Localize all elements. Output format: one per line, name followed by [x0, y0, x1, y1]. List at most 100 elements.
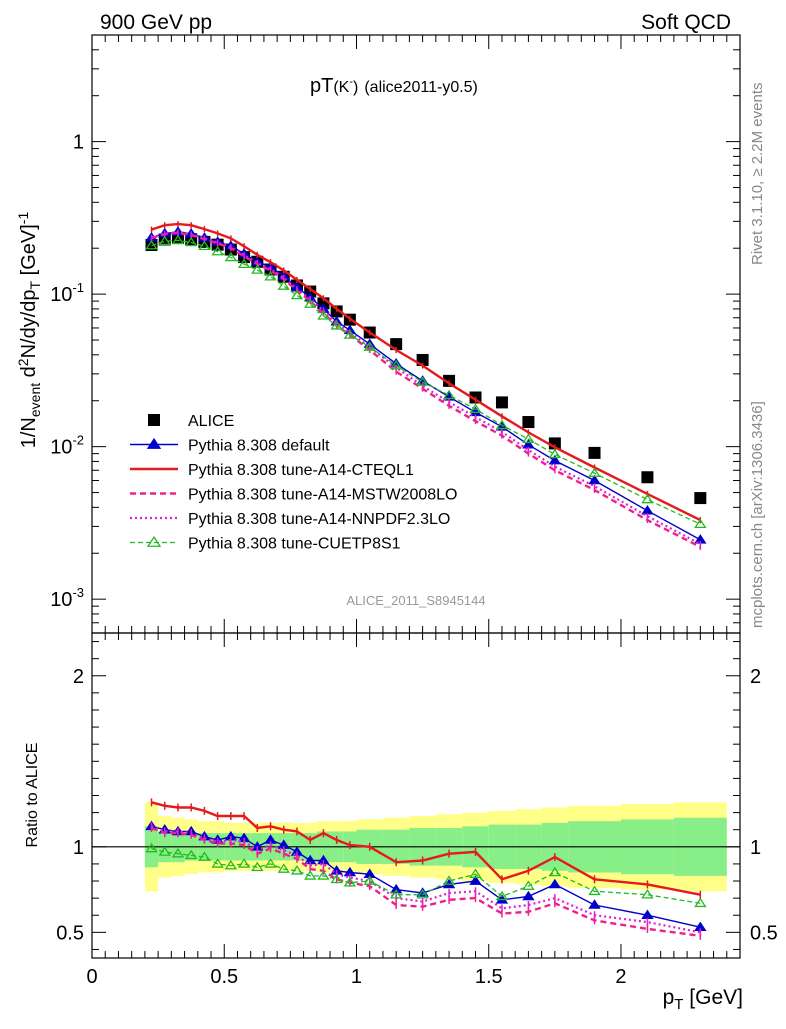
main-panel: 10-3 10-2 10-1 1 [50, 34, 741, 634]
ratio-ytick-label-right: 2 [750, 666, 761, 688]
analysis-watermark: ALICE_2011_S8945144 [346, 593, 485, 608]
ratio-marker-cuetp8s1 [469, 868, 482, 878]
alice-data-point [641, 471, 654, 484]
ratio-marker-cuetp8s1 [416, 889, 429, 899]
ratio-marker-cuetp8s1 [694, 897, 707, 908]
alice-data-point [694, 492, 707, 505]
plot-title: pT(K-) (alice2011-y0.5) [310, 75, 478, 97]
marker-cuetp8s1 [495, 419, 509, 430]
marker-cuetp8s1 [251, 264, 264, 274]
legend: ALICE Pythia 8.308 default Pythia 8.308 tu… [130, 413, 457, 553]
ratio-ytick-label: 1 [73, 837, 84, 859]
header-right: Soft QCD [641, 11, 731, 34]
header-left: 900 GeV pp [100, 11, 212, 34]
ratio-marker-cuetp8s1 [495, 890, 509, 901]
ratio-marker-cuetp8s1 [548, 866, 562, 877]
ratio-marker-cuetp8s1 [264, 858, 277, 868]
legend-label: Pythia 8.308 tune-A14-MSTW2008LO [188, 487, 457, 504]
ratio-marker-cuetp8s1 [184, 849, 198, 860]
x-axis-label: pT [GeV] [663, 986, 743, 1013]
marker-cuetp8s1 [198, 240, 211, 251]
ratio-marker-cuetp8s1 [304, 870, 317, 880]
ratio-marker-cuetp8s1 [588, 885, 601, 896]
alice-data-point [522, 416, 535, 429]
marker-cuetp8s1 [343, 329, 357, 339]
marker-default [641, 505, 654, 515]
main-ytick-label: 10-1 [50, 280, 84, 306]
rivet-label: Rivet 3.1.10, ≥ 2.2M events [749, 83, 766, 266]
ratio-xtick-label: 2 [615, 966, 626, 988]
ratio-marker-cuetp8s1 [522, 880, 535, 890]
legend-marker-alice [148, 414, 160, 426]
legend-label: Pythia 8.308 tune-A14-NNPDF2.3LO [188, 511, 450, 528]
legend-label: Pythia 8.308 tune-CUETP8S1 [188, 536, 401, 553]
legend-label: Pythia 8.308 tune-A14-CTEQL1 [188, 462, 414, 479]
ratio-marker-cuetp8s1 [158, 846, 171, 856]
ratio-xtick-label: 1.5 [475, 966, 503, 988]
legend-marker-default [146, 437, 162, 449]
marker-cuetp8s1 [317, 310, 330, 320]
marker-cuetp8s1 [304, 298, 317, 308]
marker-cuetp8s1 [171, 234, 185, 245]
ratio-marker-cuetp8s1 [224, 859, 238, 870]
marker-cuetp8s1 [389, 359, 403, 370]
mcplots-label: mcplots.cern.ch [arXiv:1306.3436] [749, 401, 766, 628]
marker-cuetp8s1 [548, 448, 562, 459]
main-ytick-label: 1 [73, 132, 84, 154]
marker-cuetp8s1 [184, 236, 198, 247]
marker-default [588, 474, 601, 485]
ratio-marker-cuetp8s1 [145, 842, 158, 853]
ratio-marker-cuetp8s1 [171, 847, 185, 858]
alice-data-point [495, 396, 508, 409]
alice-data-point [588, 446, 601, 459]
marker-cuetp8s1 [442, 389, 456, 400]
ratio-marker-cuetp8s1 [237, 858, 251, 868]
marker-cuetp8s1 [211, 245, 224, 256]
ratio-panel: 0 0.5 1 1.5 20.5 0.51 12 2 [56, 632, 778, 988]
marker-cuetp8s1 [277, 280, 290, 290]
marker-cuetp8s1 [363, 341, 376, 351]
main-ylabel: 1/Nevent d2N/dy/dpT [GeV]-1 [15, 212, 43, 449]
ratio-marker-cuetp8s1 [211, 858, 224, 868]
ratio-marker-cuetp8s1 [389, 889, 403, 899]
marker-cuetp8s1 [145, 239, 158, 250]
marker-cuetp8s1 [469, 403, 482, 413]
ratio-marker-cuetp8s1 [290, 865, 304, 875]
legend-label: Pythia 8.308 default [188, 438, 330, 455]
ratio-ytick-label: 0.5 [56, 922, 84, 944]
ratio-xtick-label: 0 [86, 966, 97, 988]
ratio-xtick-label: 0.5 [210, 966, 238, 988]
ratio-marker-cuetp8s1 [343, 877, 357, 887]
marker-cuetp8s1 [641, 493, 654, 504]
ratio-ytick-label-right: 1 [750, 837, 761, 859]
marker-cuetp8s1 [416, 376, 429, 386]
ratio-marker-default [389, 883, 403, 894]
marker-cuetp8s1 [588, 467, 601, 477]
main-ytick-label: 10-2 [50, 433, 84, 459]
ratio-ytick-label: 2 [73, 666, 84, 688]
marker-cuetp8s1 [694, 518, 707, 529]
marker-cuetp8s1 [264, 271, 277, 281]
ratio-marker-cuetp8s1 [330, 873, 343, 884]
ratio-marker-cuetp8s1 [198, 851, 211, 861]
ratio-marker-default [548, 878, 562, 889]
ratio-xtick-label: 1 [351, 966, 362, 988]
ratio-marker-cuetp8s1 [363, 875, 376, 885]
ratio-ylabel: Ratio to ALICE [24, 743, 41, 848]
marker-cuetp8s1 [330, 320, 343, 330]
legend-marker-cuetp8s1 [146, 535, 162, 547]
marker-cuetp8s1 [224, 251, 238, 262]
ratio-marker-cuetp8s1 [277, 863, 290, 873]
ratio-marker-cuetp8s1 [251, 861, 264, 872]
marker-cuetp8s1 [158, 235, 171, 246]
marker-cuetp8s1 [522, 433, 535, 443]
ratio-frame [91, 632, 741, 959]
ratio-marker-cuetp8s1 [641, 889, 654, 899]
ratio-marker-default [522, 890, 535, 901]
ratio-marker-default [588, 899, 601, 909]
ratio-marker-default [469, 875, 482, 885]
main-ytick-label: 10-3 [50, 585, 84, 611]
ratio-marker-cuetp8s1 [317, 870, 330, 880]
